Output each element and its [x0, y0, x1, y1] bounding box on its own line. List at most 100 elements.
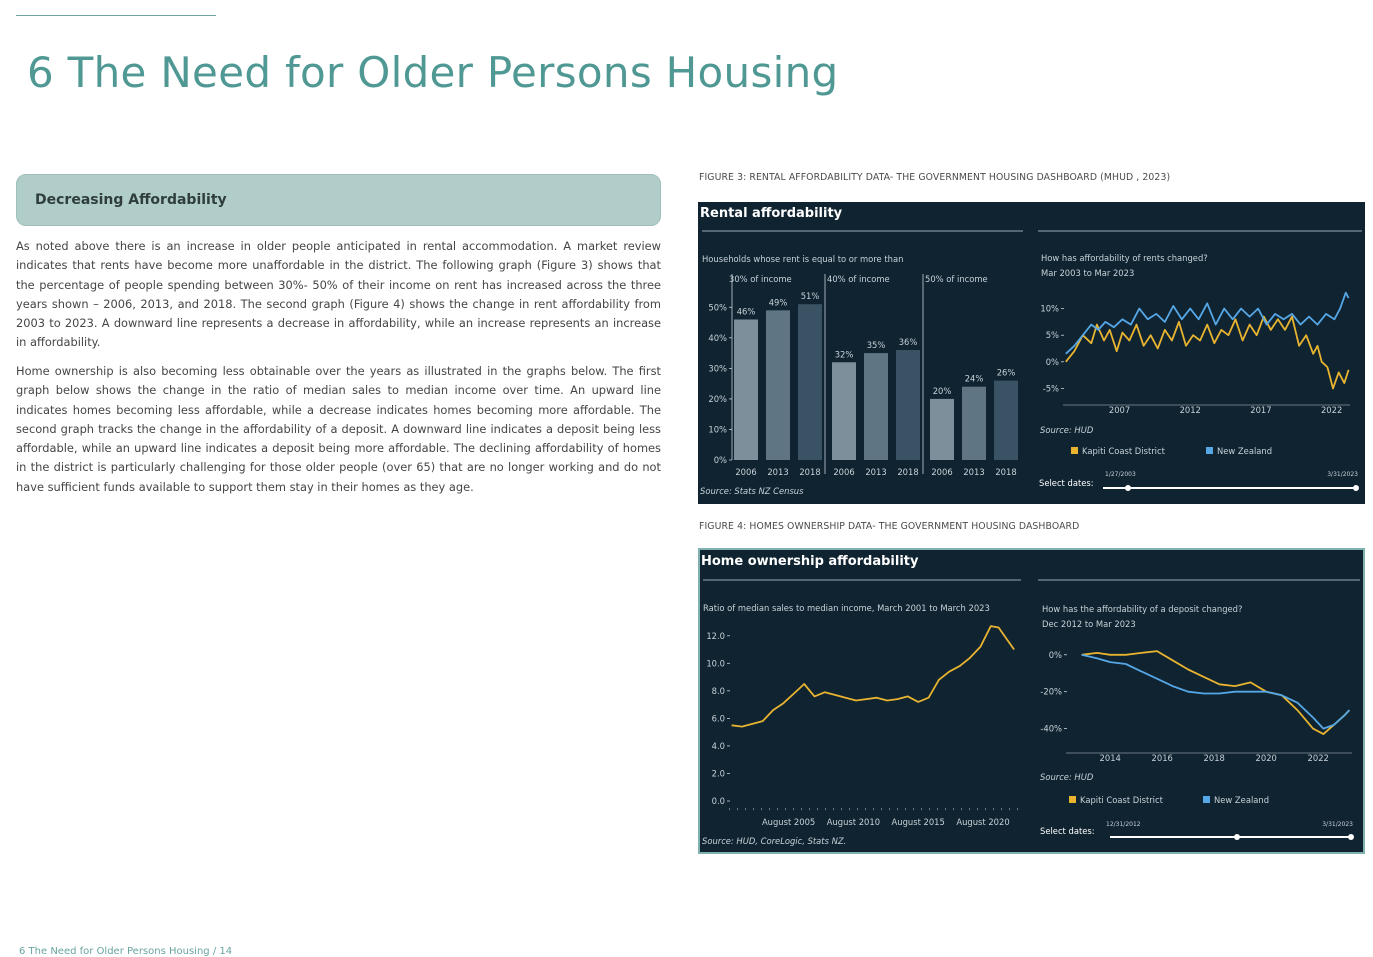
page-footer: 6 The Need for Older Persons Housing / 1…	[19, 946, 233, 957]
select-dates-label: Select dates:	[1040, 826, 1095, 836]
x-tick-label: 2020	[1256, 753, 1277, 763]
bar-value-label: 26%	[997, 368, 1016, 378]
legend-swatch-nz	[1206, 447, 1213, 454]
bar-group-label: 40% of income	[827, 274, 890, 284]
rent-line-title: How has affordability of rents changed?	[1041, 253, 1208, 263]
bar-value-label: 35%	[867, 340, 886, 350]
figure-4-home-ownership-panel: Home ownership affordability Ratio of me…	[698, 548, 1365, 854]
y-tick-label: 10.0	[706, 658, 725, 668]
bar	[766, 310, 790, 460]
bar-y-tick-label: 10%	[708, 424, 727, 434]
bar-group-label: 30% of income	[729, 274, 792, 284]
section-heading: Decreasing Affordability	[35, 192, 227, 208]
deposit-line-title: How has the affordability of a deposit c…	[1042, 604, 1242, 614]
date-to-label: 3/31/2023	[1327, 471, 1358, 478]
bar-x-tick-label: 2018	[897, 467, 918, 477]
deposit-line-source: Source: HUD	[1040, 772, 1094, 782]
series-line	[731, 625, 1015, 728]
deposit-line-subtitle: Dec 2012 to Mar 2023	[1042, 619, 1136, 629]
legend-label-kapiti: Kapiti Coast District	[1080, 795, 1164, 805]
bar-value-label: 24%	[965, 374, 984, 384]
series-line	[1081, 653, 1351, 730]
bar-value-label: 49%	[769, 297, 788, 307]
bar-chart: 0% 10% 20% 30% 40% 50% 30% of income 46% 2006 49%…	[708, 274, 1018, 477]
y-tick-label: 4.0	[712, 741, 725, 751]
bar-y-tick-label: 40%	[708, 333, 727, 343]
x-tick-label: August 2015	[892, 817, 945, 827]
rent-line-source: Source: HUD	[1040, 425, 1094, 435]
series-line	[1081, 650, 1351, 736]
y-tick-label: 0.0	[712, 796, 725, 806]
date-range-slider-end-handle[interactable]	[1353, 485, 1359, 491]
date-range-slider-end-handle[interactable]	[1348, 834, 1354, 840]
x-tick-label: 2022	[1321, 405, 1342, 415]
bar	[798, 304, 822, 460]
legend-swatch-kapiti	[1069, 796, 1076, 803]
bar-x-tick-label: 2013	[963, 467, 984, 477]
y-tick-label: 5%	[1046, 330, 1059, 340]
figure-3-caption: FIGURE 3: RENTAL AFFORDABILITY DATA- THE…	[699, 172, 1171, 183]
date-from-label: 12/31/2012	[1106, 821, 1141, 828]
x-tick-label: 2007	[1109, 405, 1130, 415]
series-line	[1065, 291, 1350, 355]
bar	[896, 350, 920, 460]
panel-title-ownership: Home ownership affordability	[701, 554, 919, 569]
bar	[734, 319, 758, 460]
x-tick-label: 2012	[1180, 405, 1201, 415]
bar-x-tick-label: 2013	[767, 467, 788, 477]
series-line	[1065, 315, 1350, 390]
y-tick-label: 0%	[1046, 357, 1059, 367]
legend-label-kapiti: Kapiti Coast District	[1082, 446, 1166, 456]
legend-swatch-nz	[1203, 796, 1210, 803]
bar-group-label: 50% of income	[925, 274, 988, 284]
top-rule	[16, 15, 216, 16]
legend-label-nz: New Zealand	[1214, 795, 1269, 805]
bar-y-tick-label: 20%	[708, 394, 727, 404]
bar-y-tick-label: 0%	[714, 455, 727, 465]
x-tick-label: August 2005	[762, 817, 815, 827]
body-paragraph-rental: As noted above there is an increase in o…	[16, 239, 661, 350]
bar-x-tick-label: 2006	[735, 467, 756, 477]
ratio-line-chart: 0.0 2.0 4.0 6.0 8.0 10.0 12.0 August 2005 August…	[706, 625, 1018, 827]
x-tick-label: August 2020	[956, 817, 1009, 827]
bar-x-tick-label: 2018	[799, 467, 820, 477]
y-tick-label: 10%	[1040, 304, 1059, 314]
legend-swatch-kapiti	[1071, 447, 1078, 454]
date-range-slider-start-handle[interactable]	[1234, 834, 1240, 840]
x-tick-label: 2016	[1152, 753, 1173, 763]
rent-change-line-chart: -5% 0% 5% 10% 2007 2012 2017 2022	[1040, 291, 1350, 415]
y-tick-label: -20%	[1040, 687, 1062, 697]
x-tick-label: August 2010	[827, 817, 880, 827]
bar	[832, 362, 856, 460]
deposit-line-chart: 0% -20% -40% 2014 2016 2018 2020 2022	[1040, 650, 1352, 763]
home-ownership-charts: Home ownership affordability Ratio of me…	[701, 554, 1360, 846]
bar-chart-source: Source: Stats NZ Census	[700, 486, 804, 496]
section-heading-box: Decreasing Affordability	[16, 174, 661, 226]
y-tick-label: -40%	[1040, 724, 1062, 734]
select-dates-label: Select dates:	[1039, 478, 1094, 488]
rent-line-subtitle: Mar 2003 to Mar 2023	[1041, 268, 1134, 278]
bar	[864, 353, 888, 460]
y-tick-label: -5%	[1043, 383, 1059, 393]
ratio-chart-subtitle: Ratio of median sales to median income, …	[703, 603, 990, 613]
bar-chart-subtitle: Households whose rent is equal to or mor…	[702, 254, 903, 264]
y-tick-label: 2.0	[712, 768, 725, 778]
panel-title-rental: Rental affordability	[700, 206, 843, 221]
bar	[994, 380, 1018, 460]
body-paragraph-ownership: Home ownership is also becoming less obt…	[16, 364, 661, 494]
date-range-slider-start-handle[interactable]	[1125, 485, 1131, 491]
y-tick-label: 12.0	[706, 631, 725, 641]
y-tick-label: 0%	[1049, 650, 1062, 660]
bar-value-label: 46%	[737, 306, 756, 316]
bar-x-tick-label: 2006	[931, 467, 952, 477]
legend-label-nz: New Zealand	[1217, 446, 1272, 456]
x-tick-label: 2017	[1250, 405, 1271, 415]
bar-value-label: 51%	[801, 291, 820, 301]
bar	[930, 398, 954, 460]
bar-y-tick-label: 50%	[708, 302, 727, 312]
bar-value-label: 32%	[835, 349, 854, 359]
x-tick-label: 2018	[1204, 753, 1225, 763]
bar-x-tick-label: 2013	[865, 467, 886, 477]
bar-x-tick-label: 2018	[995, 467, 1016, 477]
x-tick-label: 2022	[1308, 753, 1329, 763]
